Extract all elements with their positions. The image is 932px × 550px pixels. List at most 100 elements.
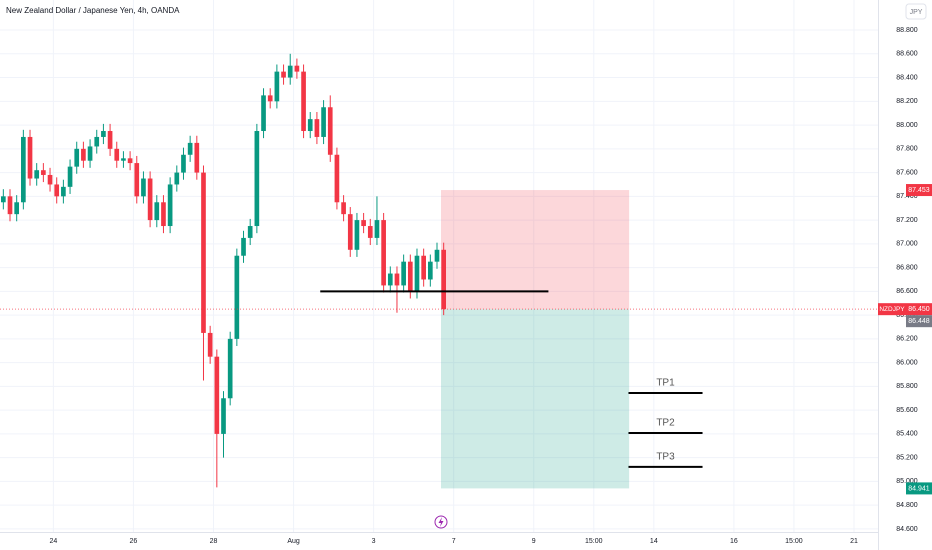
y-tick-label: 85.800 xyxy=(896,383,918,390)
x-tick-label: 3 xyxy=(372,538,376,545)
candle-body xyxy=(214,356,220,434)
candle-body xyxy=(114,148,120,161)
candle-body xyxy=(134,163,140,197)
y-tick-label: 85.200 xyxy=(896,454,918,461)
candle-body xyxy=(187,142,193,155)
currency-label: JPY xyxy=(910,9,923,16)
y-tick-label: 88.800 xyxy=(896,27,918,34)
candle-body xyxy=(327,107,333,155)
line-label: TP1 xyxy=(656,378,675,389)
axes: 88.800 88.600 88.400 88.200 88.000 87.800 87.6… xyxy=(49,27,932,545)
x-tick-label: 16 xyxy=(730,538,738,545)
candle-body xyxy=(334,154,340,203)
candle-body xyxy=(401,261,406,286)
y-tick-label: 84.600 xyxy=(896,526,918,533)
price-label: 86.450 xyxy=(908,306,930,313)
candle-body xyxy=(121,158,126,161)
candle-body xyxy=(341,202,346,215)
price-label: 86.448 xyxy=(908,318,930,325)
x-tick-label: 28 xyxy=(210,538,218,545)
candle-body xyxy=(81,148,86,161)
x-tick-label: 14 xyxy=(650,538,658,545)
candles xyxy=(1,53,447,488)
chart-title: New Zealand Dollar / Japanese Yen, 4h, O… xyxy=(6,6,180,15)
candle-body xyxy=(181,154,186,173)
candle-body xyxy=(47,174,53,185)
candle-body xyxy=(154,202,160,221)
candle-body xyxy=(74,148,80,167)
candle-body xyxy=(407,261,413,292)
price-badge xyxy=(906,315,932,328)
event-marker[interactable] xyxy=(434,515,448,529)
candle-body xyxy=(294,65,300,72)
y-tick-label: 86.800 xyxy=(896,264,918,271)
y-tick-label: 85.000 xyxy=(896,478,918,485)
candle-body xyxy=(434,249,440,262)
target-zone xyxy=(441,309,630,489)
symbol-label: NZDJPY xyxy=(879,306,905,313)
price-badge xyxy=(906,184,932,197)
candle-body xyxy=(261,95,266,132)
x-tick-label: 15:00 xyxy=(785,538,803,545)
x-tick-label: 24 xyxy=(49,538,57,545)
candle-body xyxy=(127,158,133,164)
y-tick-label: 87.200 xyxy=(896,217,918,224)
candle-body xyxy=(21,136,26,203)
y-tick-label: 85.400 xyxy=(896,431,918,438)
position-tool xyxy=(441,190,630,489)
candle-body xyxy=(194,142,200,173)
candle-body xyxy=(167,184,173,227)
candle-body xyxy=(221,398,226,434)
y-tick-label: 87.800 xyxy=(896,146,918,153)
candle-body xyxy=(94,136,100,147)
stop-zone xyxy=(441,190,630,310)
candle-body xyxy=(67,166,73,187)
y-tick-label: 88.400 xyxy=(896,74,918,81)
candle-body xyxy=(101,131,106,137)
drawings: TP1 TP2 TP3 xyxy=(0,290,878,468)
candle-body xyxy=(227,338,233,399)
y-tick-label: 88.000 xyxy=(896,122,918,129)
candle-body xyxy=(7,196,13,215)
candle-body xyxy=(441,249,447,310)
candle-body xyxy=(241,237,246,256)
candle-body xyxy=(254,131,260,227)
grid xyxy=(0,0,878,532)
candle-body xyxy=(27,136,33,179)
candle-body xyxy=(281,71,286,78)
candle-body xyxy=(361,220,366,227)
candle-body xyxy=(201,172,206,333)
line-label: TP2 xyxy=(656,418,675,429)
candle-body xyxy=(41,170,46,175)
candle-body xyxy=(394,273,400,286)
candle-body xyxy=(374,220,380,238)
candle-body xyxy=(414,255,420,292)
candle-body xyxy=(267,95,273,102)
candle-body xyxy=(274,71,280,102)
candle-body xyxy=(147,178,153,221)
candle-body xyxy=(14,202,20,215)
candle-body xyxy=(247,226,253,238)
y-tick-label: 86.000 xyxy=(896,359,918,366)
x-tick-label: 9 xyxy=(532,538,536,545)
currency-button[interactable] xyxy=(905,3,927,20)
candle-body xyxy=(234,255,240,339)
candle-body xyxy=(421,255,426,280)
candle-body xyxy=(307,119,313,132)
candle-body xyxy=(287,65,293,78)
price-label: 87.453 xyxy=(908,187,930,194)
candle-body xyxy=(207,332,213,357)
candle-body xyxy=(301,71,306,132)
candle-body xyxy=(61,186,66,197)
candle-body xyxy=(321,107,326,137)
candle-body xyxy=(107,131,113,149)
candle-body xyxy=(174,172,180,185)
x-tick-label: 21 xyxy=(850,538,858,545)
x-tick-label: Aug xyxy=(287,538,300,545)
candle-body xyxy=(381,220,386,286)
x-tick-label: 15:00 xyxy=(585,538,603,545)
price-badge xyxy=(906,303,932,316)
y-tick-label: 88.600 xyxy=(896,51,918,58)
y-tick-label: 86.600 xyxy=(896,288,918,295)
